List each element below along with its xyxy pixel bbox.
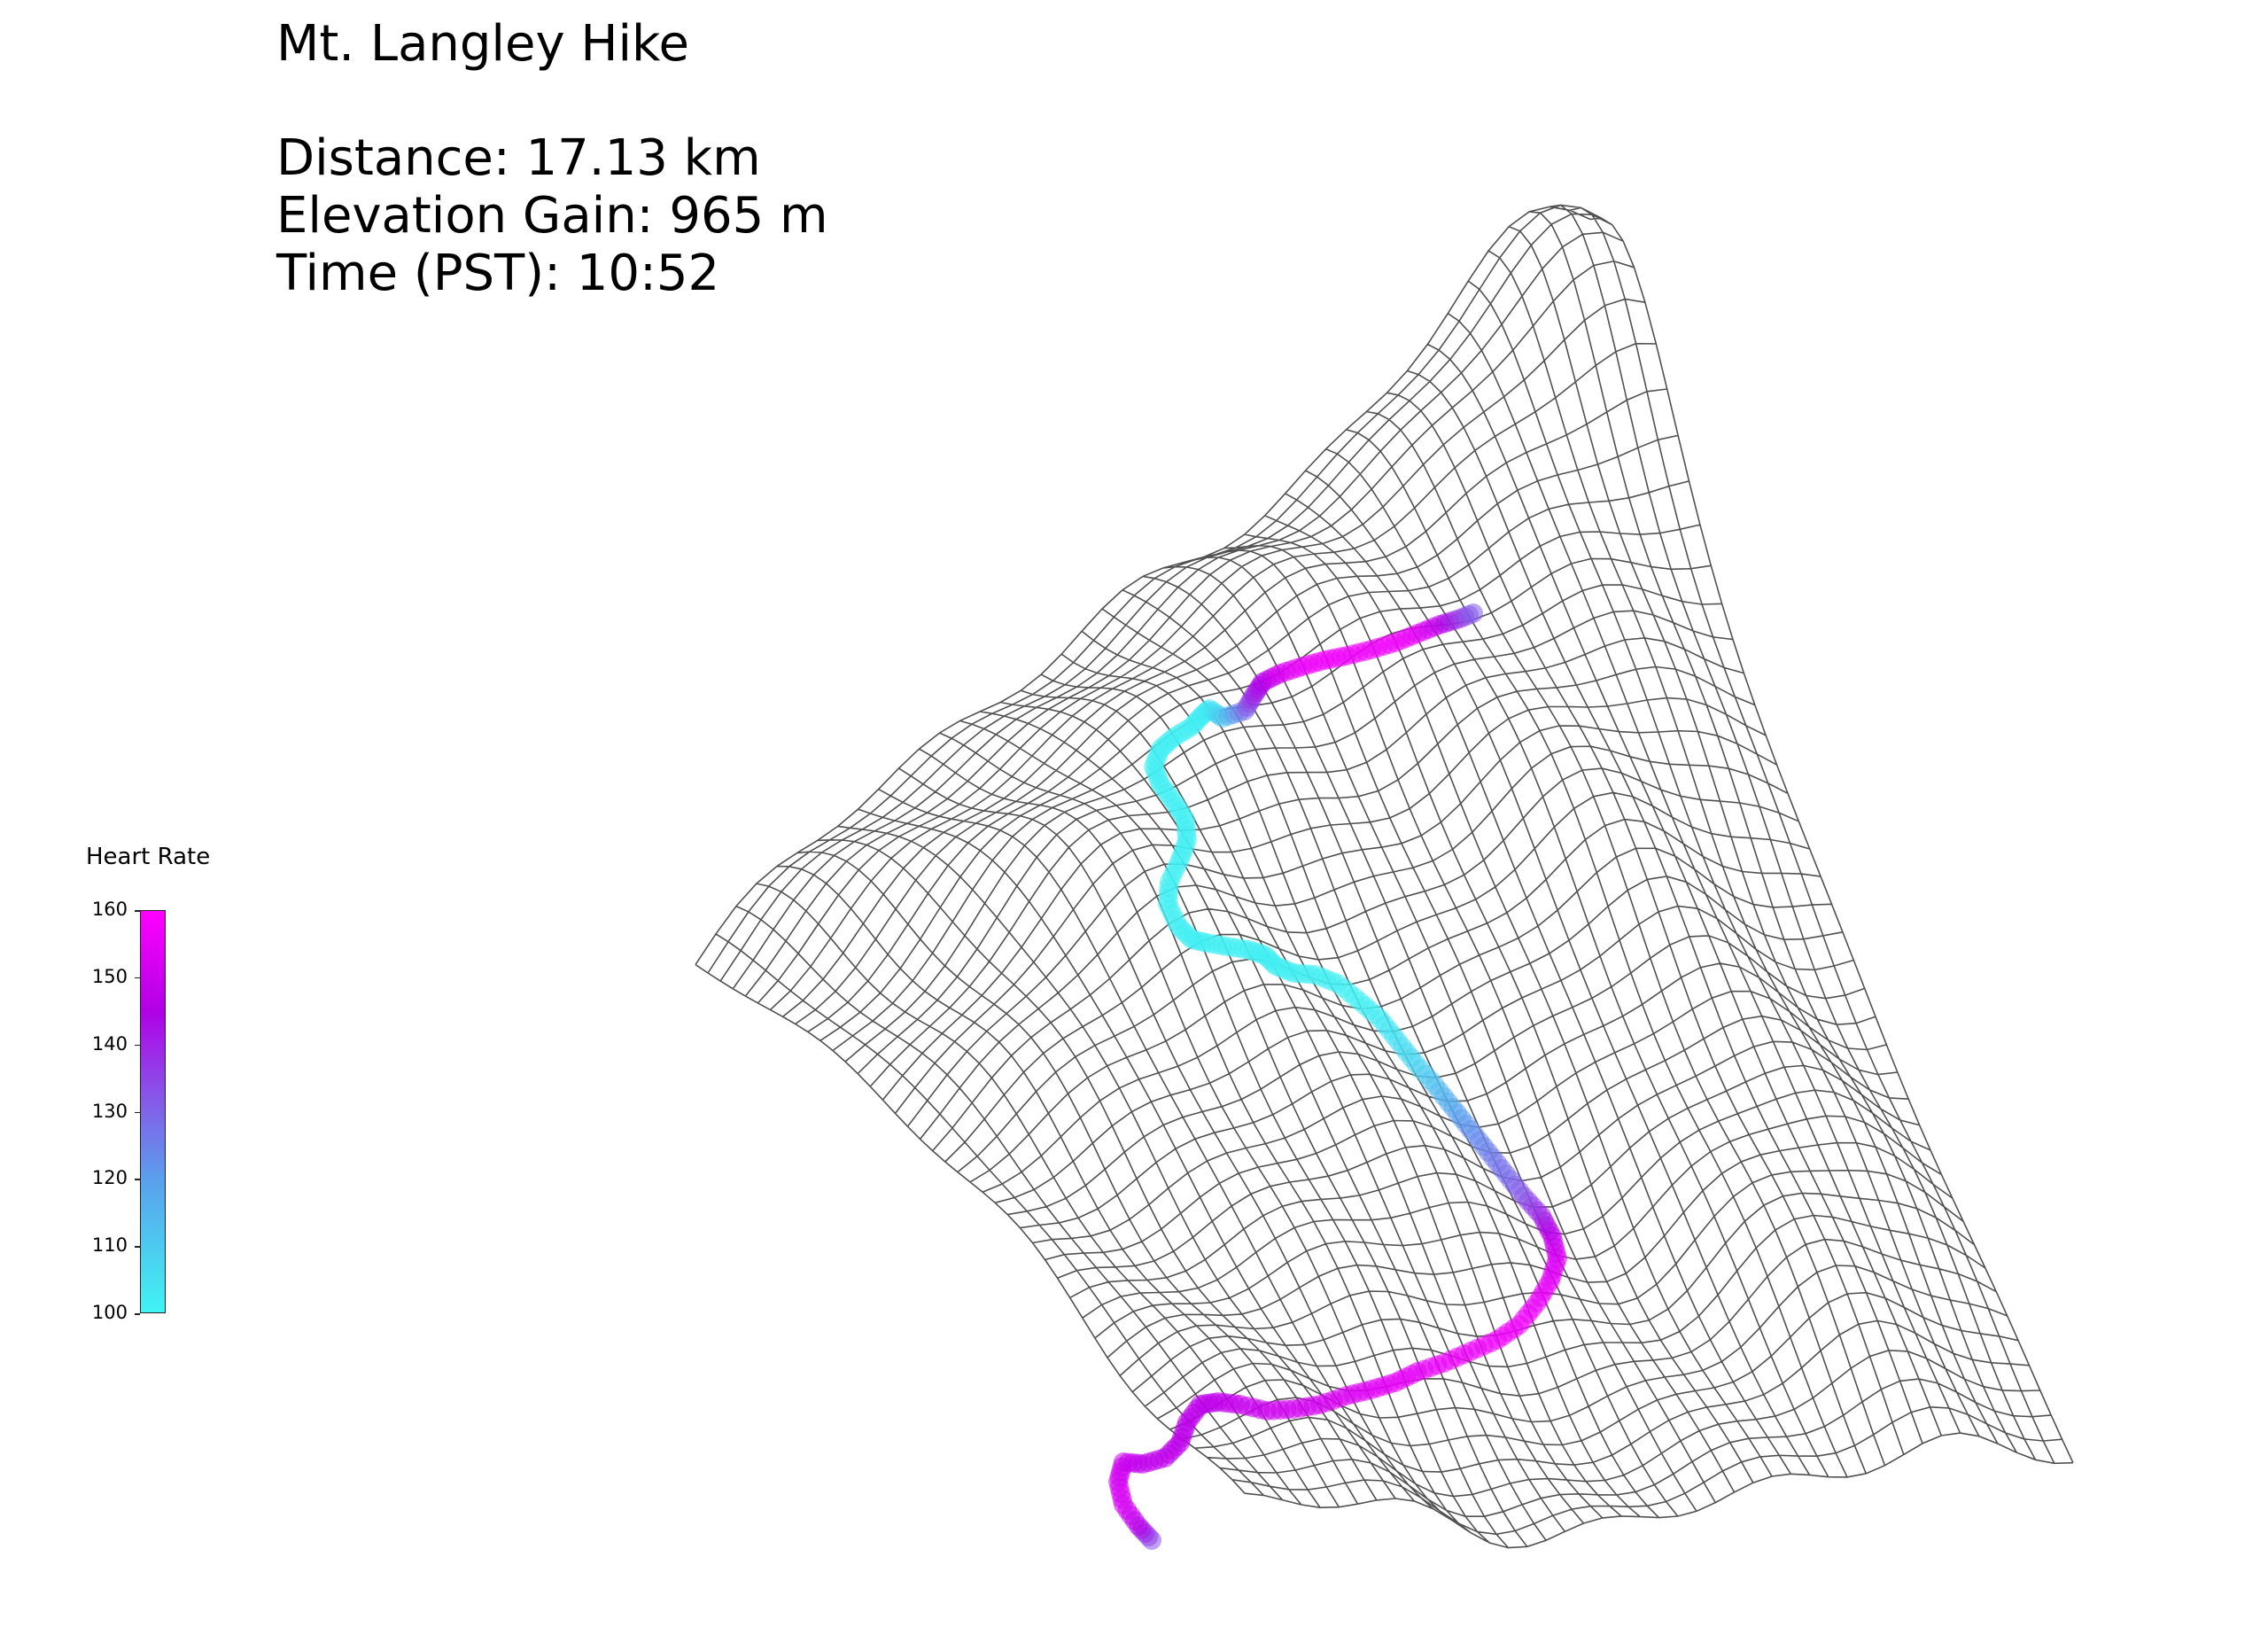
hike-stats: Distance: 17.13 km Elevation Gain: 965 m… bbox=[276, 129, 828, 302]
colorbar-tick-label: 150 bbox=[91, 965, 128, 987]
page-title: Mt. Langley Hike bbox=[276, 15, 689, 73]
colorbar-tick-label: 120 bbox=[91, 1167, 128, 1189]
colorbar-tick-mark bbox=[135, 977, 140, 979]
colorbar-tick-label: 100 bbox=[91, 1302, 128, 1323]
terrain-wireframe-mesh bbox=[695, 204, 2074, 1549]
colorbar-tick-label: 140 bbox=[91, 1032, 128, 1055]
wireframe-lines bbox=[695, 204, 2074, 1549]
colorbar-tick-mark bbox=[135, 1313, 140, 1315]
hike-trail bbox=[1108, 603, 1567, 1550]
colorbar-tick-label: 110 bbox=[91, 1234, 128, 1257]
colorbar-tick-label: 130 bbox=[91, 1100, 128, 1122]
colorbar-tick-mark bbox=[135, 1044, 140, 1047]
colorbar-tick-mark bbox=[135, 1246, 140, 1248]
colorbar-gradient bbox=[140, 910, 166, 1313]
trail-point bbox=[1464, 603, 1483, 623]
title-block: Mt. Langley Hike Distance: 17.13 km Elev… bbox=[276, 15, 828, 303]
time-stat: Time (PST): 10:52 bbox=[276, 245, 720, 302]
colorbar-tick-mark bbox=[135, 910, 140, 912]
colorbar-label: Heart Rate bbox=[86, 844, 211, 870]
colorbar-tick-mark bbox=[135, 1111, 140, 1113]
colorbar-tick-label: 160 bbox=[91, 899, 128, 920]
distance-stat: Distance: 17.13 km bbox=[276, 129, 761, 187]
elevation-gain-stat: Elevation Gain: 965 m bbox=[276, 187, 828, 245]
colorbar-tick-mark bbox=[135, 1179, 140, 1180]
